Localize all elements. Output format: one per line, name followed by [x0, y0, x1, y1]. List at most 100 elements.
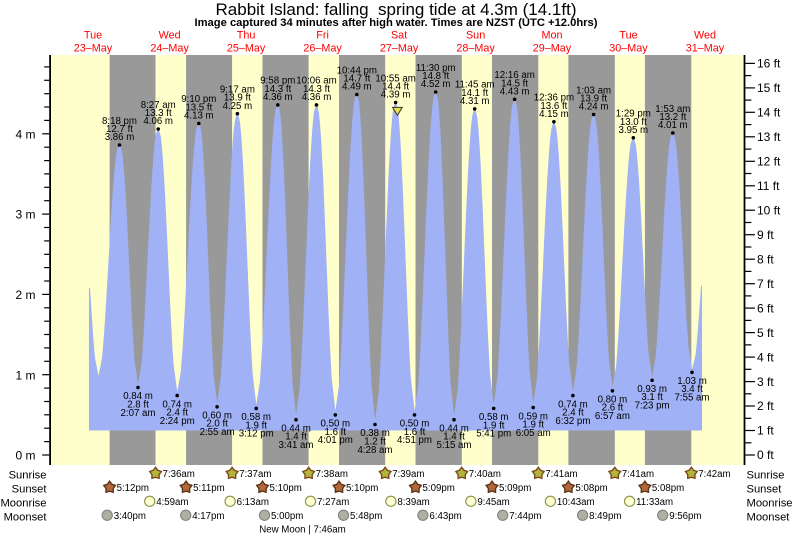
- svg-text:9:58 pm: 9:58 pm: [260, 76, 295, 87]
- svg-text:6:32 pm: 6:32 pm: [555, 416, 590, 427]
- svg-text:Sunset: Sunset: [747, 483, 783, 495]
- svg-text:5:08pm: 5:08pm: [575, 483, 607, 494]
- svg-text:10:55 am: 10:55 am: [375, 73, 415, 84]
- svg-text:10:06 am: 10:06 am: [296, 76, 336, 87]
- svg-text:13.9 ft: 13.9 ft: [580, 94, 607, 105]
- svg-text:Tue: Tue: [619, 30, 637, 42]
- svg-text:New Moon | 7:46am: New Moon | 7:46am: [259, 525, 346, 536]
- svg-text:Moonset: Moonset: [747, 511, 791, 523]
- svg-text:9:10 pm: 9:10 pm: [181, 94, 216, 105]
- svg-text:3:12 pm: 3:12 pm: [239, 429, 274, 440]
- svg-text:3:41 am: 3:41 am: [278, 440, 313, 451]
- svg-text:5:10pm: 5:10pm: [270, 483, 302, 494]
- svg-text:7:37am: 7:37am: [239, 469, 271, 480]
- svg-text:4:59am: 4:59am: [156, 497, 188, 508]
- svg-text:2.8 ft: 2.8 ft: [127, 399, 149, 410]
- svg-text:4.31 m: 4.31 m: [460, 96, 490, 107]
- svg-text:4:01 pm: 4:01 pm: [318, 435, 353, 446]
- svg-text:13.2 ft: 13.2 ft: [659, 112, 686, 123]
- svg-text:12:16 am: 12:16 am: [494, 70, 534, 81]
- svg-text:2:55 am: 2:55 am: [200, 427, 235, 438]
- svg-text:11 ft: 11 ft: [757, 179, 780, 193]
- svg-text:5:00pm: 5:00pm: [271, 511, 303, 522]
- svg-text:13.3 ft: 13.3 ft: [145, 108, 172, 119]
- svg-text:5:48pm: 5:48pm: [350, 511, 382, 522]
- svg-text:1.4 ft: 1.4 ft: [285, 432, 307, 443]
- svg-text:4 ft: 4 ft: [757, 350, 774, 364]
- svg-text:0.84 m: 0.84 m: [123, 391, 153, 402]
- svg-text:9:45am: 9:45am: [477, 497, 509, 508]
- svg-text:1.6 ft: 1.6 ft: [404, 427, 426, 438]
- svg-text:3 ft: 3 ft: [757, 375, 774, 389]
- svg-text:14.5 ft: 14.5 ft: [501, 78, 528, 89]
- svg-text:14.8 ft: 14.8 ft: [422, 71, 449, 82]
- svg-text:0.74 m: 0.74 m: [162, 399, 192, 410]
- svg-text:0.38 m: 0.38 m: [360, 428, 390, 439]
- svg-text:3.4 ft: 3.4 ft: [681, 384, 703, 395]
- svg-text:0.44 m: 0.44 m: [281, 423, 311, 434]
- svg-text:Wed: Wed: [694, 30, 716, 42]
- svg-text:7:38am: 7:38am: [316, 469, 348, 480]
- svg-text:13.9 ft: 13.9 ft: [224, 93, 251, 104]
- svg-text:3.95 m: 3.95 m: [618, 125, 648, 136]
- svg-text:2.4 ft: 2.4 ft: [166, 408, 188, 419]
- svg-text:6:43pm: 6:43pm: [429, 511, 461, 522]
- svg-text:3:40pm: 3:40pm: [114, 511, 146, 522]
- svg-text:6 ft: 6 ft: [757, 301, 774, 315]
- svg-text:0.44 m: 0.44 m: [439, 423, 469, 434]
- svg-text:11:45 am: 11:45 am: [455, 80, 495, 91]
- svg-text:4.24 m: 4.24 m: [579, 102, 609, 113]
- svg-text:4.43 m: 4.43 m: [500, 87, 530, 98]
- svg-text:2 ft: 2 ft: [757, 399, 774, 413]
- svg-text:5 ft: 5 ft: [757, 326, 774, 340]
- svg-text:14.3 ft: 14.3 ft: [264, 84, 291, 95]
- svg-text:Sunset: Sunset: [12, 483, 48, 495]
- svg-text:4.15 m: 4.15 m: [539, 109, 569, 120]
- svg-text:4:51 pm: 4:51 pm: [397, 435, 432, 446]
- svg-text:4.36 m: 4.36 m: [302, 92, 332, 103]
- svg-text:23–May: 23–May: [74, 43, 113, 55]
- svg-text:14 ft: 14 ft: [757, 106, 781, 120]
- svg-text:3.86 m: 3.86 m: [105, 132, 135, 143]
- svg-text:5:09pm: 5:09pm: [423, 483, 455, 494]
- svg-text:13.6 ft: 13.6 ft: [540, 101, 567, 112]
- svg-text:4.25 m: 4.25 m: [223, 101, 253, 112]
- svg-text:27–May: 27–May: [380, 43, 419, 55]
- svg-text:1.9 ft: 1.9 ft: [245, 420, 267, 431]
- svg-text:5:12pm: 5:12pm: [117, 483, 149, 494]
- svg-text:3 m: 3 m: [15, 208, 35, 222]
- svg-text:12.7 ft: 12.7 ft: [106, 124, 133, 135]
- svg-text:1.03 m: 1.03 m: [677, 376, 707, 387]
- svg-text:7:36am: 7:36am: [163, 469, 195, 480]
- svg-text:1.2 ft: 1.2 ft: [364, 436, 386, 447]
- svg-text:6:13am: 6:13am: [237, 497, 269, 508]
- svg-text:13 ft: 13 ft: [757, 130, 781, 144]
- svg-text:Sat: Sat: [391, 30, 407, 42]
- svg-text:Mon: Mon: [541, 30, 562, 42]
- svg-text:4:17pm: 4:17pm: [192, 511, 224, 522]
- svg-text:7:42am: 7:42am: [698, 469, 730, 480]
- svg-text:14.4 ft: 14.4 ft: [382, 82, 409, 93]
- svg-text:4.06 m: 4.06 m: [143, 116, 173, 127]
- svg-text:10:44 pm: 10:44 pm: [337, 65, 377, 76]
- svg-text:4.13 m: 4.13 m: [184, 111, 214, 122]
- svg-text:13.0 ft: 13.0 ft: [620, 117, 647, 128]
- svg-text:5:08pm: 5:08pm: [652, 483, 684, 494]
- svg-text:7:23 pm: 7:23 pm: [635, 401, 670, 412]
- svg-text:2 m: 2 m: [15, 288, 35, 302]
- svg-text:Sunrise: Sunrise: [9, 469, 47, 481]
- svg-text:7:41am: 7:41am: [622, 469, 654, 480]
- svg-text:10 ft: 10 ft: [757, 203, 781, 217]
- svg-text:7:55 am: 7:55 am: [674, 393, 709, 404]
- svg-text:2:24 pm: 2:24 pm: [160, 416, 195, 427]
- svg-text:31–May: 31–May: [686, 43, 725, 55]
- svg-text:1.6 ft: 1.6 ft: [325, 427, 347, 438]
- svg-text:0.58 m: 0.58 m: [479, 412, 509, 423]
- svg-text:14.1 ft: 14.1 ft: [461, 88, 488, 99]
- svg-text:0 ft: 0 ft: [757, 448, 774, 462]
- svg-text:1:03 am: 1:03 am: [576, 85, 611, 96]
- svg-text:Thu: Thu: [237, 30, 256, 42]
- svg-text:2.0 ft: 2.0 ft: [206, 419, 228, 430]
- svg-text:4.39 m: 4.39 m: [381, 90, 411, 101]
- svg-text:7:40am: 7:40am: [469, 469, 501, 480]
